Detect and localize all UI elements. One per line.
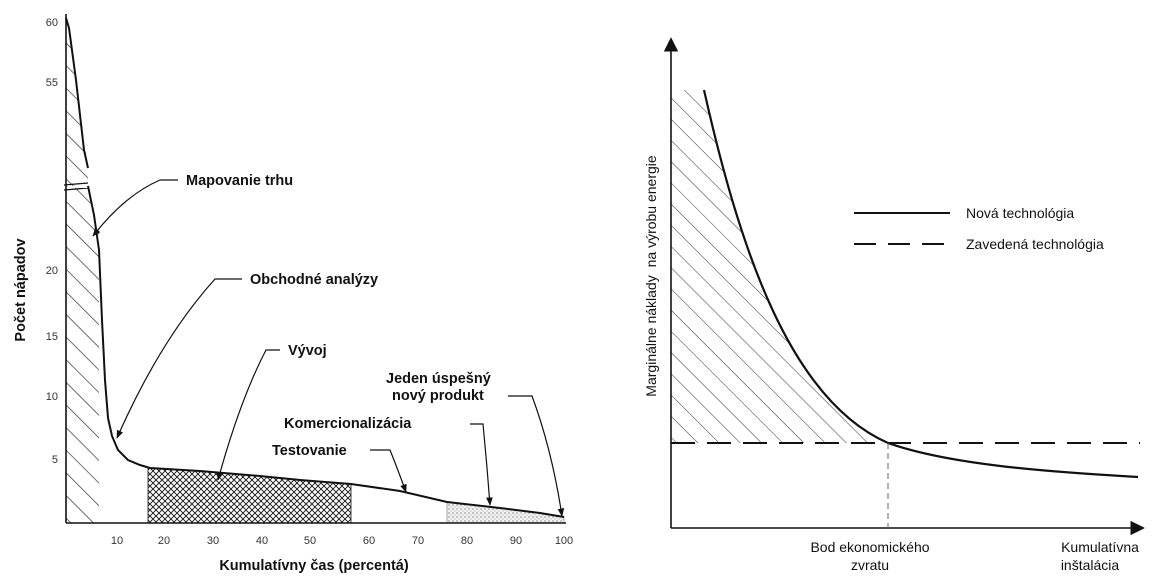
x-tick-90: 90 bbox=[510, 535, 522, 547]
left-x-ticks: 10 20 30 40 50 60 70 80 90 100 bbox=[111, 535, 573, 547]
right-y-axis-title: Marginálne náklady na výrobu energie bbox=[643, 155, 659, 397]
arrow-obchodne-analyzy bbox=[116, 278, 242, 439]
x-tick-100: 100 bbox=[555, 535, 573, 547]
arrow-testovanie bbox=[370, 449, 407, 493]
x-tick-80: 80 bbox=[461, 535, 473, 547]
axis-break-bottom bbox=[63, 187, 89, 191]
label-jeden-uspesny-line2: nový produkt bbox=[392, 388, 484, 404]
label-jeden-uspesny-line1: Jeden úspešný bbox=[386, 371, 491, 387]
stage-area-mapovanie-trhu bbox=[66, 20, 99, 523]
right-y-axis-title-line2: na výrobu energie bbox=[643, 155, 659, 267]
y-tick-15: 15 bbox=[46, 331, 58, 343]
x-tick-70: 70 bbox=[412, 535, 424, 547]
x-tick-20: 20 bbox=[158, 535, 170, 547]
stage-area-komercionalizacia bbox=[446, 501, 565, 524]
ideas-curve bbox=[65, 17, 565, 518]
cost-gap-hatch bbox=[671, 90, 888, 443]
breakeven-label-line2: zvratu bbox=[851, 557, 889, 573]
left-y-ticks: 60 55 20 15 10 5 bbox=[46, 17, 58, 466]
y-tick-10: 10 bbox=[46, 391, 58, 403]
arrow-vyvoj bbox=[216, 349, 280, 481]
legend-label-zavedena: Zavedená technológia bbox=[966, 236, 1104, 252]
x-tick-40: 40 bbox=[256, 535, 268, 547]
y-tick-20: 20 bbox=[46, 265, 58, 277]
left-x-axis-title: Kumulatívny čas (percentá) bbox=[219, 558, 409, 574]
label-testovanie: Testovanie bbox=[272, 443, 347, 459]
arrow-mapovanie-trhu bbox=[92, 179, 178, 237]
legend: Nová technológia Zavedená technológia bbox=[854, 205, 1104, 252]
breakeven-label-line1: Bod ekonomického bbox=[810, 539, 929, 555]
label-komercionalizacia: Komercionalizácia bbox=[284, 416, 412, 432]
arrow-jeden-uspesny bbox=[508, 395, 565, 517]
legend-label-nova: Nová technológia bbox=[966, 205, 1074, 221]
axis-break-gap bbox=[62, 186, 90, 188]
x-tick-30: 30 bbox=[207, 535, 219, 547]
label-mapovanie-trhu: Mapovanie trhu bbox=[186, 173, 293, 189]
axis-break-top bbox=[63, 182, 89, 186]
y-tick-5: 5 bbox=[52, 454, 58, 466]
x-tick-10: 10 bbox=[111, 535, 123, 547]
x-tick-50: 50 bbox=[304, 535, 316, 547]
left-y-axis-title: Počet nápadov bbox=[13, 238, 29, 341]
right-x-axis-title-line1: Kumulatívna bbox=[1061, 539, 1139, 555]
label-obchodne-analyzy: Obchodné analýzy bbox=[250, 272, 378, 288]
stage-area-vyvoj bbox=[147, 467, 352, 524]
arrow-komercionalizacia bbox=[470, 423, 493, 506]
series-line-nova-technologia bbox=[702, 89, 1139, 479]
right-chart: Nová technológia Zavedená technológia Ma… bbox=[643, 37, 1145, 573]
x-tick-60: 60 bbox=[363, 535, 375, 547]
right-x-axis-title-line2: inštalácia bbox=[1061, 557, 1120, 573]
y-tick-60: 60 bbox=[46, 17, 58, 29]
right-y-axis-title-line1: Marginálne náklady bbox=[643, 275, 659, 396]
label-vyvoj: Vývoj bbox=[288, 343, 327, 359]
y-tick-55: 55 bbox=[46, 77, 58, 89]
left-chart: 60 55 20 15 10 5 10 20 30 40 50 60 70 80… bbox=[13, 14, 573, 574]
